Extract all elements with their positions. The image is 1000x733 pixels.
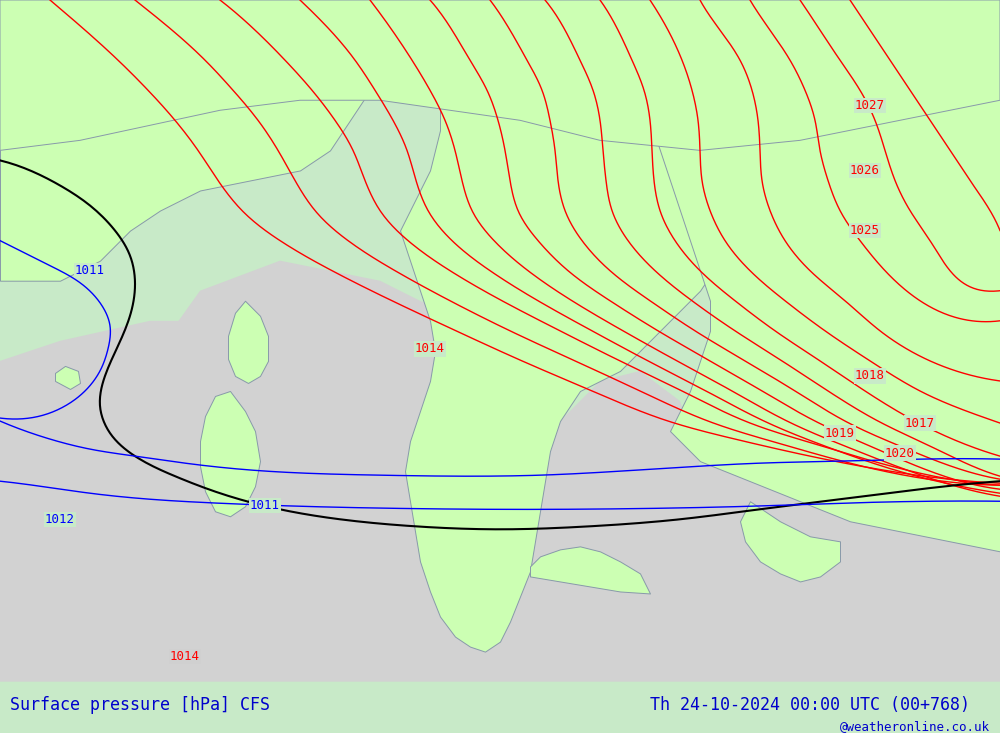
Text: 1014: 1014 [170,650,200,663]
Text: Th 24-10-2024 00:00 UTC (00+768): Th 24-10-2024 00:00 UTC (00+768) [650,696,970,714]
Text: 1014: 1014 [415,342,445,356]
Text: 1012: 1012 [45,513,75,526]
Text: 1011: 1011 [250,498,280,512]
Text: @weatheronline.co.uk: @weatheronline.co.uk [840,721,990,733]
Text: Surface pressure [hPa] CFS: Surface pressure [hPa] CFS [10,696,270,714]
Text: 1027: 1027 [855,99,885,111]
Text: 1019: 1019 [825,427,855,440]
Text: 1026: 1026 [850,164,880,177]
Text: 1017: 1017 [905,416,935,430]
Text: 1018: 1018 [855,369,885,383]
Text: 1025: 1025 [850,224,880,237]
Text: 1011: 1011 [75,264,105,277]
Text: 1020: 1020 [885,446,915,460]
